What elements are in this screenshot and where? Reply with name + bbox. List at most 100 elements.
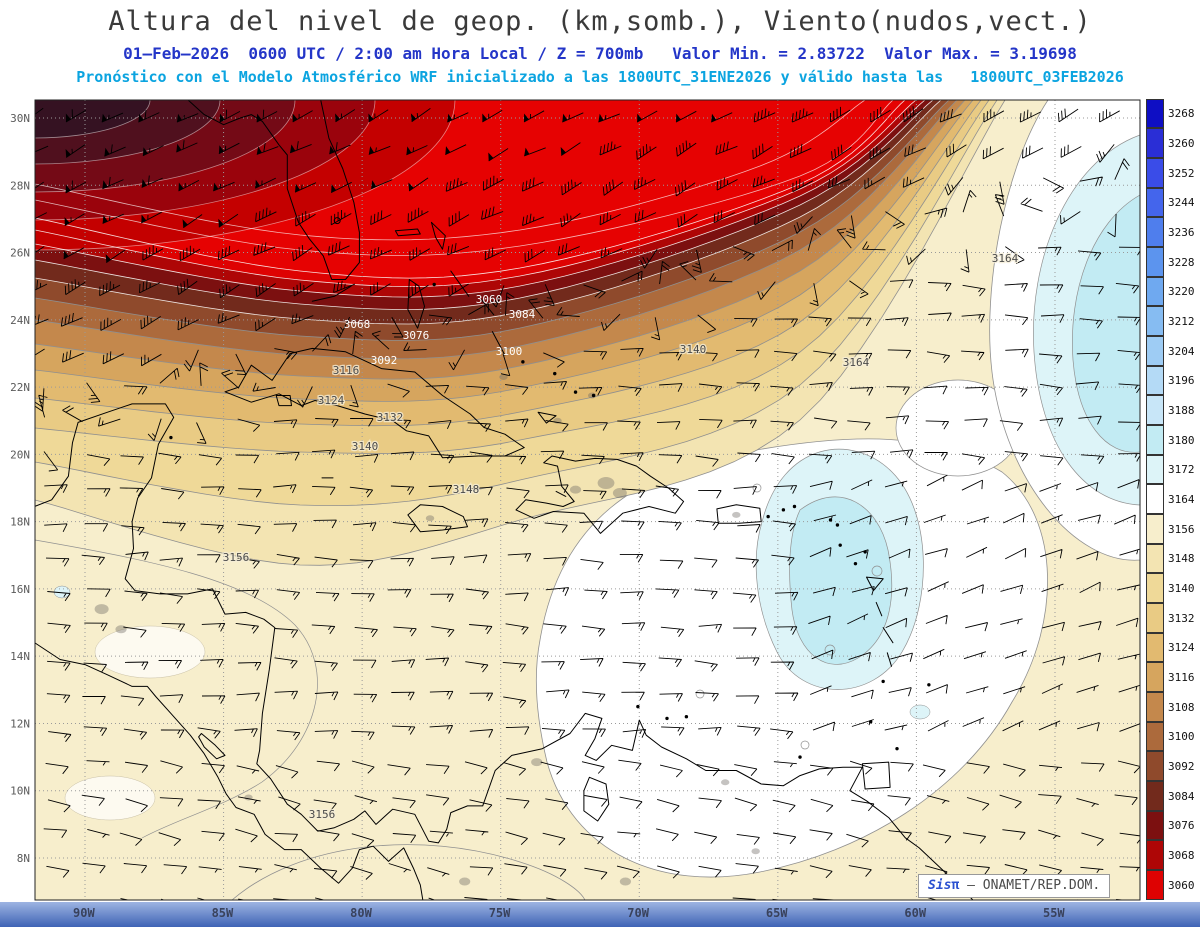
colorbar-swatch bbox=[1146, 780, 1164, 811]
colorbar-row: 3060 bbox=[1146, 869, 1200, 900]
colorbar-label: 3252 bbox=[1168, 166, 1195, 180]
lat-tick-label: 18N bbox=[10, 516, 30, 529]
colorbar-label: 3140 bbox=[1168, 582, 1195, 596]
chart-title: Altura del nivel de geop. (km,somb.), Vi… bbox=[108, 6, 1092, 37]
colorbar-swatch bbox=[1146, 246, 1164, 277]
colorbar-label: 3100 bbox=[1168, 730, 1195, 744]
colorbar-label: 3060 bbox=[1168, 878, 1195, 892]
colorbar-label: 3236 bbox=[1168, 226, 1195, 240]
colorbar-row: 3068 bbox=[1146, 840, 1200, 871]
map-border bbox=[34, 99, 1141, 901]
contour-label: 3140 bbox=[680, 343, 707, 356]
contour-label: 3092 bbox=[371, 354, 398, 367]
height-band-3124 bbox=[35, 100, 981, 426]
colorbar-row: 3164 bbox=[1146, 484, 1200, 515]
colorbar-swatch bbox=[1146, 424, 1164, 455]
colorbar-row: 3124 bbox=[1146, 632, 1200, 663]
contour-label: 3140 bbox=[352, 440, 379, 453]
chart-subtitle-model: Pronóstico con el Modelo Atmosférico WRF… bbox=[76, 68, 1124, 86]
colorbar-label: 3244 bbox=[1168, 196, 1195, 210]
branding-badge: Sisπ – ONAMET/REP.DOM. bbox=[918, 874, 1111, 899]
colorbar-label: 3108 bbox=[1168, 700, 1195, 714]
colorbar-swatch bbox=[1146, 217, 1164, 247]
colorbar-row: 3084 bbox=[1146, 780, 1200, 811]
coastlines bbox=[35, 100, 974, 900]
colorbar-swatch bbox=[1146, 276, 1164, 307]
lat-tick-label: 14N bbox=[10, 650, 30, 663]
contour-label: 3148 bbox=[453, 483, 480, 496]
contour-label: 3060 bbox=[476, 293, 503, 306]
colorbar-swatch bbox=[1146, 395, 1164, 425]
colorbar-label: 3164 bbox=[1168, 493, 1195, 507]
height-band-3100 bbox=[35, 100, 957, 359]
colorbar-swatch bbox=[1146, 306, 1164, 336]
colorbar-label: 3068 bbox=[1168, 849, 1195, 863]
colorbar-swatch bbox=[1146, 365, 1164, 396]
contour-label: 3164 bbox=[992, 252, 1019, 265]
colorbar-row: 3244 bbox=[1146, 187, 1200, 218]
height-band-3148 bbox=[35, 100, 1005, 566]
contour-label: 3156 bbox=[309, 808, 336, 821]
contour-label: 3124 bbox=[318, 394, 345, 407]
contour-label: 3116 bbox=[333, 364, 360, 377]
contour-label: 3164 bbox=[843, 356, 870, 369]
contour-label: 3076 bbox=[403, 329, 430, 342]
colorbar-swatch bbox=[1146, 454, 1164, 485]
lat-tick-label: 16N bbox=[10, 583, 30, 596]
lon-tick-label: 65W bbox=[765, 906, 788, 920]
colorbar-row: 3148 bbox=[1146, 543, 1200, 574]
colorbar-row: 3188 bbox=[1146, 395, 1200, 426]
badge-logo-sis: Sis bbox=[928, 878, 952, 893]
lon-tick-label: 85W bbox=[211, 906, 234, 920]
lon-tick-label: 70W bbox=[627, 906, 649, 920]
lat-tick-label: 24N bbox=[10, 314, 30, 327]
colorbar-swatch bbox=[1146, 810, 1164, 841]
colorbar-label: 3220 bbox=[1168, 285, 1195, 299]
colorbar-row: 3204 bbox=[1146, 335, 1200, 366]
contour-label: 3132 bbox=[377, 411, 404, 424]
colorbar-row: 3220 bbox=[1146, 276, 1200, 307]
colorbar-label: 3180 bbox=[1168, 433, 1195, 447]
colorbar-label: 3076 bbox=[1168, 819, 1195, 833]
colorbar-row: 3268 bbox=[1146, 98, 1200, 129]
colorbar-row: 3228 bbox=[1146, 246, 1200, 277]
colorbar-row: 3108 bbox=[1146, 691, 1200, 722]
colorbar-swatch bbox=[1146, 632, 1164, 663]
colorbar-row: 3116 bbox=[1146, 662, 1200, 693]
height-band-3140 bbox=[35, 100, 997, 506]
colorbar-swatch bbox=[1146, 335, 1164, 366]
colorbar-swatch bbox=[1146, 543, 1164, 574]
colorbar-label: 3204 bbox=[1168, 344, 1195, 358]
colorbar-row: 3076 bbox=[1146, 810, 1200, 841]
badge-org-text: – ONAMET/REP.DOM. bbox=[959, 878, 1101, 893]
contour-label: 3084 bbox=[509, 308, 536, 321]
height-band-3108 bbox=[35, 100, 965, 380]
lon-tick-label: 60W bbox=[904, 906, 927, 920]
height-band-3132 bbox=[35, 100, 989, 454]
colorbar-swatch bbox=[1146, 157, 1164, 188]
colorbar-swatch bbox=[1146, 128, 1164, 158]
colorbar-label: 3084 bbox=[1168, 789, 1195, 803]
map-content bbox=[35, 100, 1140, 900]
chart-subtitle-validtime: 01–Feb–2026 0600 UTC / 2:00 am Hora Loca… bbox=[123, 44, 1077, 63]
lat-tick-label: 30N bbox=[10, 112, 30, 125]
colorbar-swatch bbox=[1146, 869, 1164, 900]
colorbar-swatch bbox=[1146, 573, 1164, 603]
colorbar-label: 3196 bbox=[1168, 374, 1195, 388]
colorbar-swatch bbox=[1146, 751, 1164, 781]
colorbar-row: 3252 bbox=[1146, 157, 1200, 188]
bottom-bar: 90W 85W 80W 75W 70W 65W 60W 55W bbox=[0, 902, 1200, 927]
colorbar-swatch bbox=[1146, 513, 1164, 544]
colorbar-swatch bbox=[1146, 662, 1164, 692]
colorbar-swatch bbox=[1146, 187, 1164, 218]
colorbar: 3268 3260 3252 3244 3236 3228 3220 3212 3204 3196… bbox=[1146, 98, 1200, 900]
graticule bbox=[35, 100, 1140, 900]
lat-tick-label: 8N bbox=[17, 852, 30, 865]
colorbar-label: 3172 bbox=[1168, 463, 1195, 477]
colorbar-row: 3260 bbox=[1146, 128, 1200, 159]
contour-label: 3100 bbox=[496, 345, 523, 358]
colorbar-label: 3228 bbox=[1168, 255, 1195, 269]
colorbar-row: 3172 bbox=[1146, 454, 1200, 485]
colorbar-label: 3260 bbox=[1168, 137, 1195, 150]
colorbar-label: 3124 bbox=[1168, 641, 1195, 655]
